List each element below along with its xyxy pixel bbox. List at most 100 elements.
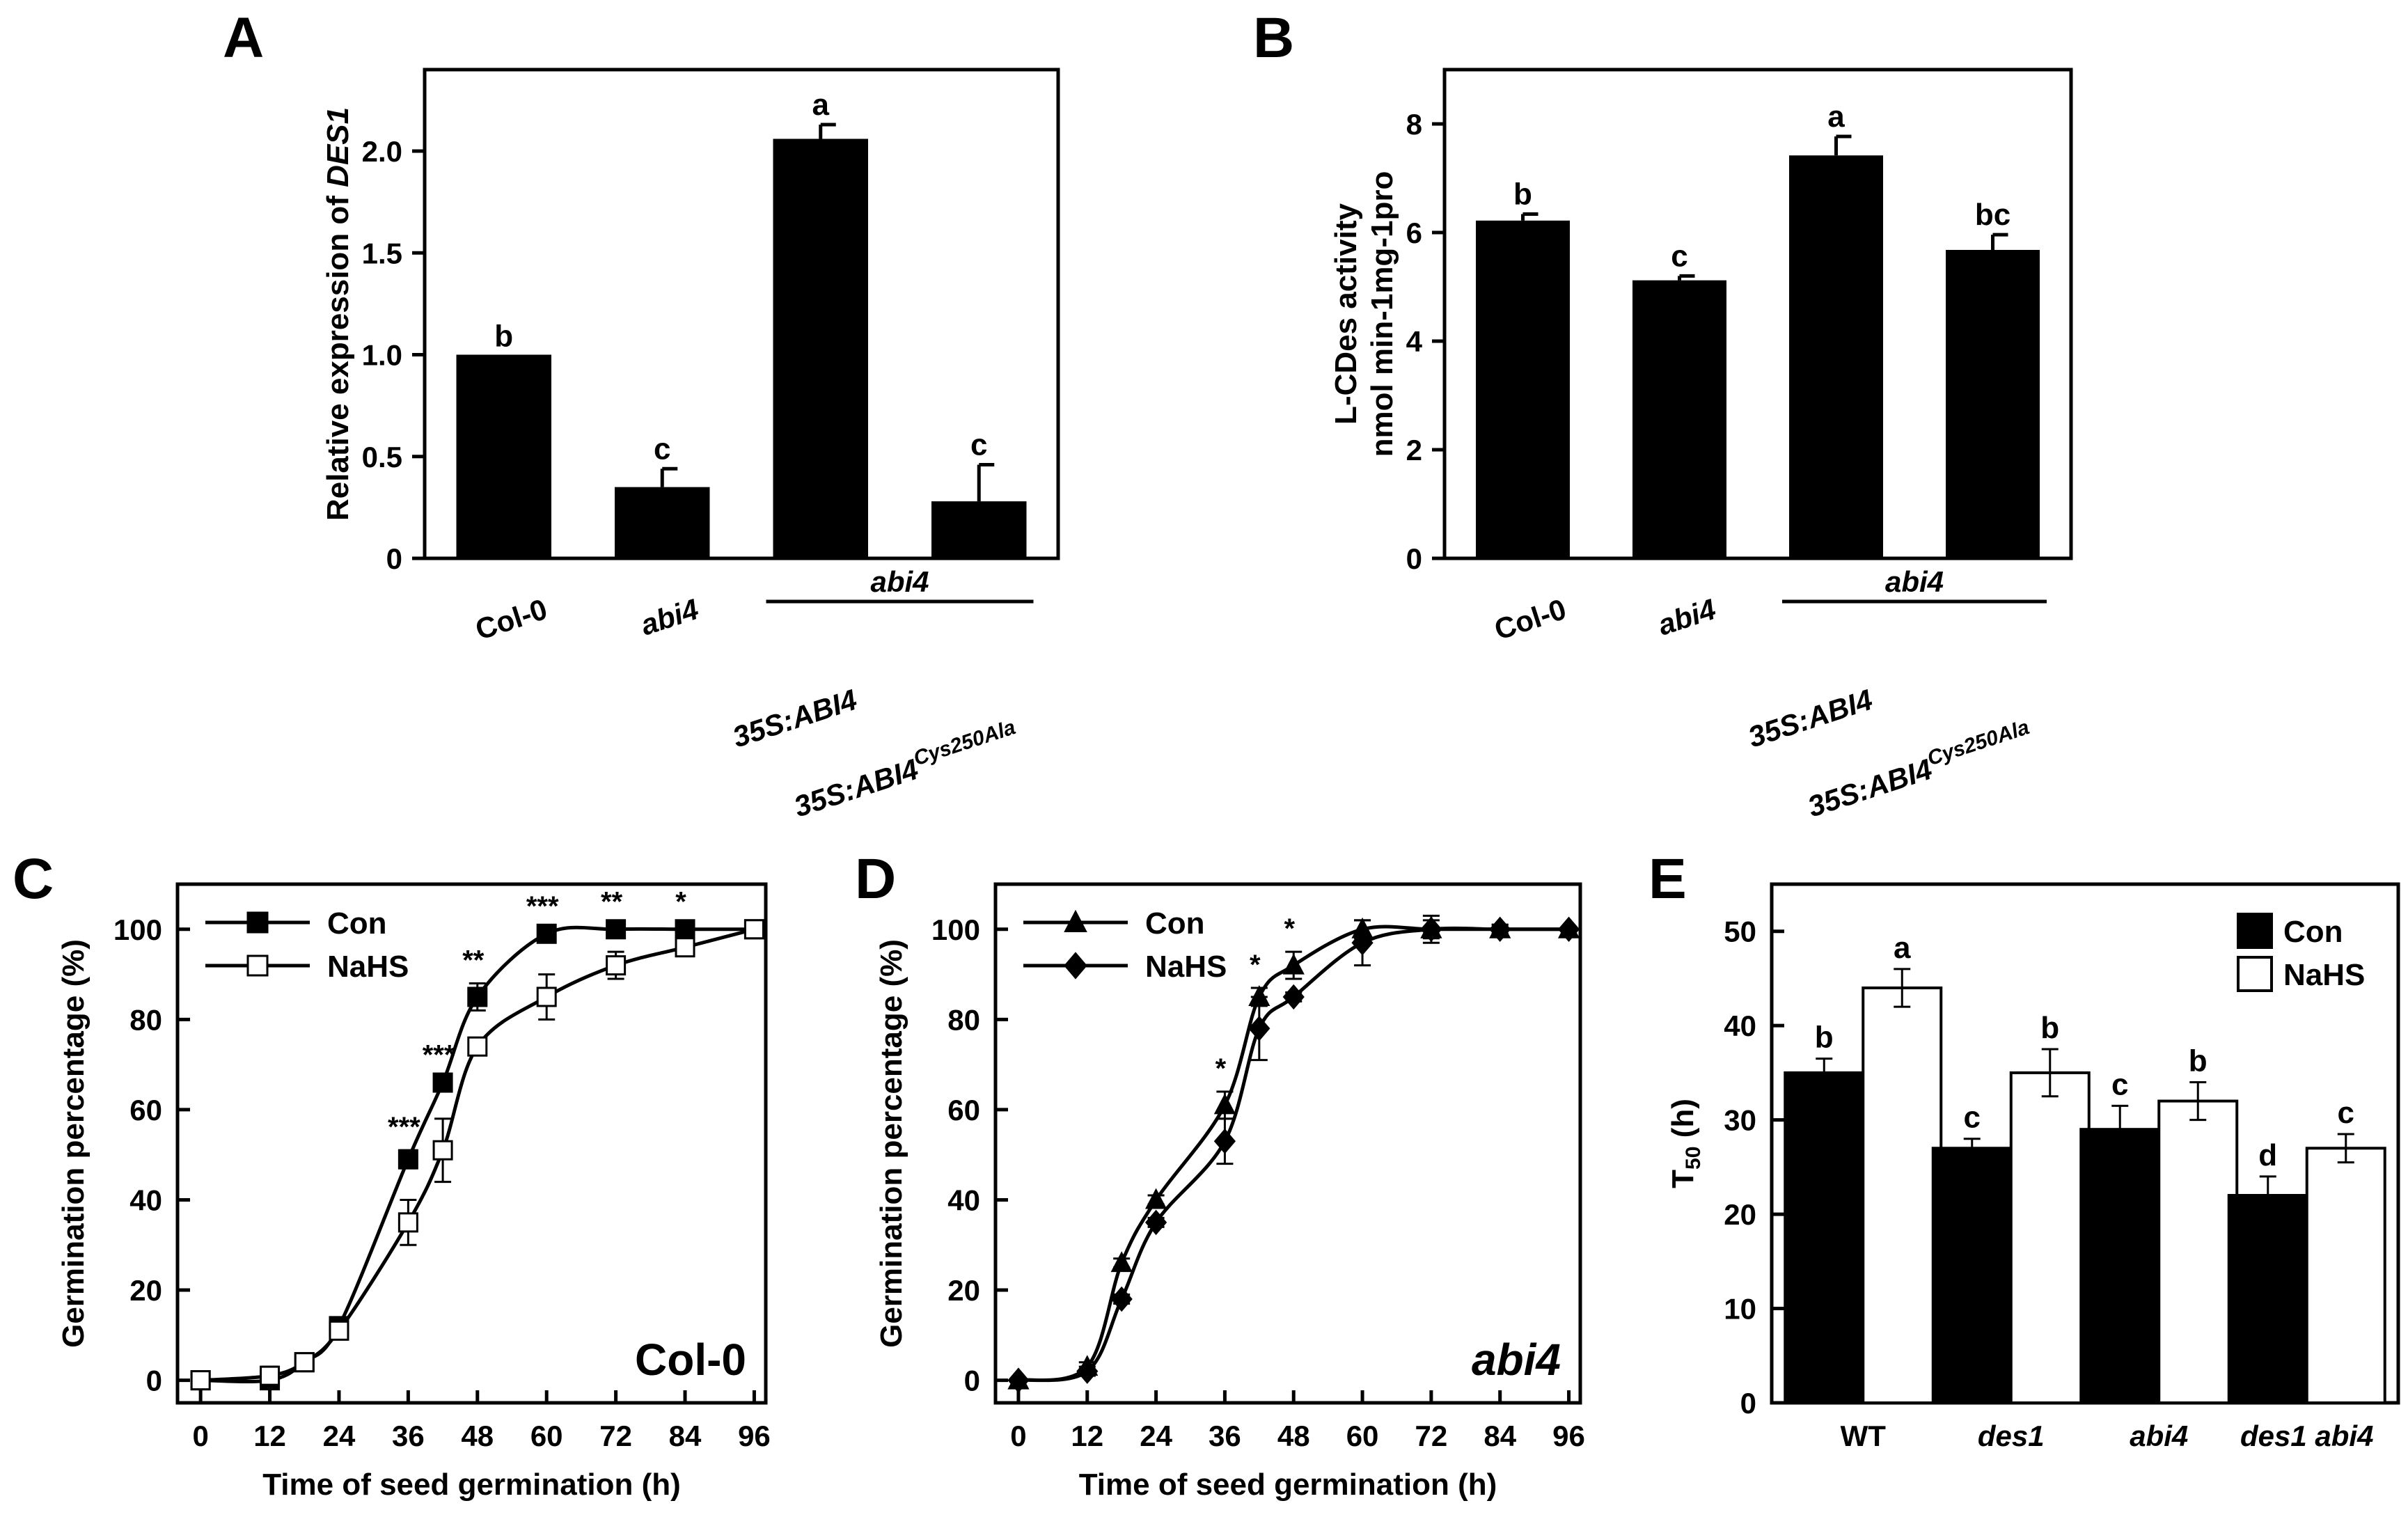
y-axis-label: Germination percentage (%) — [56, 939, 91, 1348]
corner-label: Col-0 — [635, 1335, 746, 1385]
x-category-label: Col-0 — [1490, 592, 1570, 646]
x-tick-label: 96 — [738, 1420, 771, 1452]
legend-label: NaHS — [1145, 950, 1227, 984]
x-category-label: abi4 — [1654, 592, 1720, 642]
y-tick-label: 40 — [1724, 1009, 1756, 1042]
data-point-Con — [675, 919, 695, 940]
bar-35S:ABI4 — [1789, 155, 1883, 559]
data-point-NaHS — [467, 1036, 488, 1057]
y-tick-label: 2.0 — [362, 135, 402, 168]
x-tick-label: 0 — [1010, 1420, 1026, 1452]
data-point-NaHS — [260, 1365, 281, 1386]
data-point-NaHS — [1489, 916, 1511, 942]
legend-marker — [1064, 909, 1087, 932]
y-axis-label-line2: nmol min-1mg-1pro — [1365, 171, 1399, 457]
y-tick-label: 50 — [1724, 915, 1756, 948]
x-tick-label: 48 — [461, 1420, 494, 1452]
x-tick-label: 72 — [599, 1420, 632, 1452]
plot-frame — [423, 68, 1060, 560]
y-axis-label: Relative expression of DES1 — [321, 107, 355, 521]
x-tick-label: 36 — [392, 1420, 425, 1452]
panel-letter-e: E — [1648, 847, 1687, 911]
x-tick-label: 84 — [669, 1420, 702, 1452]
y-tick-label: 80 — [129, 1003, 162, 1036]
significance-marker: * — [1215, 1053, 1227, 1084]
y-tick-label: 20 — [129, 1274, 162, 1307]
x-category-label: Col-0 — [471, 592, 551, 646]
y-tick-label: 6 — [1406, 217, 1422, 249]
x-category-label: 35S:ABI4Cys250Ala — [1802, 716, 2036, 823]
y-tick-label: 0 — [1740, 1387, 1756, 1420]
significance-letter: a — [1894, 931, 1911, 965]
x-tick-label: 36 — [1209, 1420, 1241, 1452]
x-category-label: abi4 — [637, 592, 702, 642]
x-tick-label: 12 — [1071, 1420, 1103, 1452]
y-tick-label: 0 — [386, 542, 402, 575]
y-tick-label: 2 — [1406, 434, 1422, 466]
bar-Con-des1 — [1931, 1147, 2013, 1404]
x-tick-label: 72 — [1415, 1420, 1448, 1452]
panel-c-chart: 0 20 40 60 80 100 0 12 24 36 48 60 72 84 96 Time of see… — [56, 882, 771, 1502]
bar-NaHS-des1 abi4 — [2305, 1147, 2386, 1404]
significance-letter: c — [970, 427, 987, 462]
x-tick-label: 0 — [192, 1420, 208, 1452]
data-point-Con — [536, 923, 557, 944]
data-point-NaHS — [1557, 916, 1580, 942]
x-tick-label: 60 — [1346, 1420, 1379, 1452]
bar-Con-des1 abi4 — [2227, 1194, 2308, 1404]
significance-marker: *** — [526, 891, 559, 922]
panel-d-chart: 0 20 40 60 80 100 0 12 24 36 48 60 72 84 96 Time of see… — [874, 882, 1585, 1502]
y-axis-label-line1: L-CDes activity — [1329, 203, 1363, 425]
x-tick-label: 84 — [1484, 1420, 1516, 1452]
data-point-Con — [1248, 985, 1270, 1006]
data-point-Con — [1213, 1093, 1236, 1115]
y-tick-label: 60 — [947, 1094, 980, 1126]
x-axis-label: Time of seed germination (h) — [1079, 1468, 1497, 1502]
x-tick-label: 24 — [323, 1420, 356, 1452]
x-category-label: 35S:ABI4 — [1744, 683, 1876, 754]
legend-swatch — [2237, 913, 2273, 949]
significance-letter: c — [654, 432, 670, 466]
y-tick-label: 80 — [947, 1003, 980, 1036]
significance-letter: b — [494, 320, 513, 354]
significance-marker: * — [675, 886, 686, 917]
significance-letter: b — [1815, 1021, 1834, 1055]
significance-marker: *** — [423, 1040, 455, 1071]
data-point-NaHS — [1420, 916, 1442, 942]
data-point-NaHS — [743, 919, 764, 940]
plot-frame — [1442, 68, 2073, 560]
y-tick-label: 1.0 — [362, 339, 402, 372]
significance-letter: b — [1513, 177, 1532, 211]
data-point-Con — [398, 1149, 418, 1170]
bar-abi4 — [615, 487, 710, 558]
y-tick-label: 40 — [129, 1184, 162, 1216]
x-category-label: 35S:ABI4 — [729, 683, 861, 754]
y-tick-label: 20 — [1724, 1198, 1756, 1231]
data-point-NaHS — [190, 1370, 211, 1391]
panel-b-chart: 0 2 4 6 8 L-CDes activity nmol min-1mg-1pro b Co… — [1329, 68, 2073, 823]
x-tick-label: 96 — [1552, 1420, 1585, 1452]
y-tick-label: 0.5 — [362, 441, 402, 473]
significance-letter: c — [2338, 1096, 2354, 1130]
y-axis-label: T50 (h) — [1666, 1099, 1705, 1188]
x-category-label: abi4 — [2130, 1420, 2188, 1452]
significance-letter: c — [2111, 1067, 2128, 1101]
legend-marker — [246, 954, 269, 977]
y-tick-label: 100 — [113, 913, 162, 946]
data-point-Con — [1282, 953, 1305, 975]
x-category-label: des1 — [1978, 1420, 2045, 1452]
panel-letter-c: C — [13, 847, 54, 911]
corner-label: abi4 — [1472, 1335, 1561, 1385]
y-tick-label: 60 — [129, 1094, 162, 1126]
panel-letter-b: B — [1253, 6, 1294, 70]
y-tick-label: 100 — [931, 913, 980, 946]
data-point-Con — [1144, 1188, 1167, 1209]
data-point-NaHS — [1351, 930, 1374, 956]
significance-letter: b — [2189, 1044, 2208, 1078]
y-tick-label: 0 — [146, 1365, 162, 1397]
y-tick-label: 0 — [1406, 542, 1422, 575]
data-point-NaHS — [294, 1352, 315, 1373]
bar-35S:ABI4 — [773, 139, 868, 558]
significance-marker: ** — [601, 886, 623, 917]
